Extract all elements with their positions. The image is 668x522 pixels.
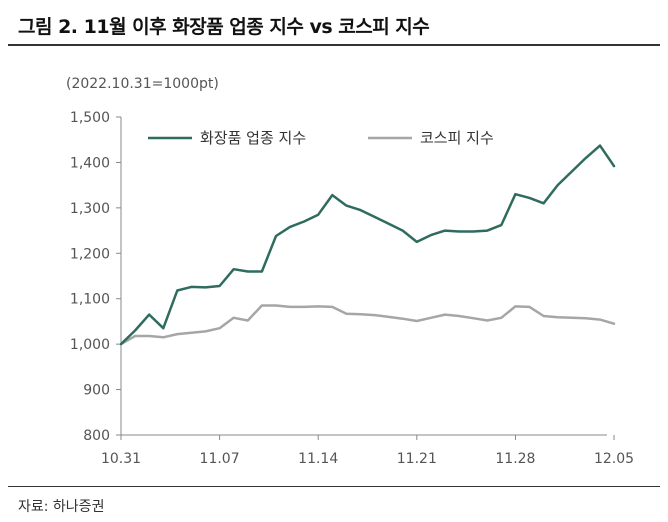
series-line-kospi (119, 304, 616, 346)
x-tick-label: 10.31 (101, 451, 141, 467)
source-note: 자료: 하나증권 (18, 499, 105, 515)
x-tick-label: 11.28 (495, 451, 535, 467)
y-tick-label: 1,300 (70, 201, 110, 217)
x-tick-label: 12.05 (594, 451, 634, 467)
title-rule (8, 44, 660, 46)
y-tick-label: 1,200 (70, 246, 110, 262)
x-tick-label: 11.21 (397, 451, 437, 467)
y-tick-label: 1,500 (70, 110, 110, 126)
y-tick-label: 1,000 (70, 337, 110, 353)
series-line-cosmetics (119, 144, 616, 346)
figure-title: 그림 2. 11월 이후 화장품 업종 지수 vs 코스피 지수 (18, 16, 430, 38)
unit-note: (2022.10.31=1000pt) (66, 76, 219, 92)
y-tick-label: 1,400 (70, 155, 110, 171)
legend-label-kospi: 코스피 지수 (420, 129, 494, 147)
source-rule (8, 486, 660, 487)
legend-label-cosmetics: 화장품 업종 지수 (200, 129, 306, 147)
y-tick-label: 800 (83, 428, 110, 444)
y-tick-label: 1,100 (70, 292, 110, 308)
x-tick-label: 11.07 (200, 451, 240, 467)
y-tick-label: 900 (83, 383, 110, 399)
x-tick-label: 11.14 (298, 451, 338, 467)
